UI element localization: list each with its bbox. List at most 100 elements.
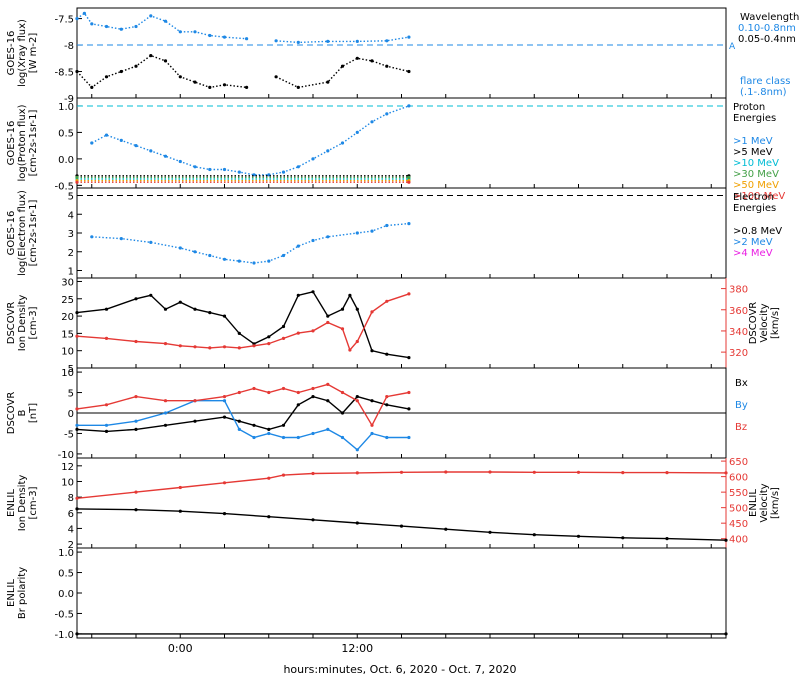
legend-entry: >4 MeV: [733, 248, 773, 259]
legend-entry: >5 MeV: [733, 147, 773, 158]
series-line-velocity: [76, 293, 410, 352]
y-label-line: Ion Density: [17, 475, 28, 532]
y-tick-label: -8.5: [54, 68, 74, 79]
legend-entry: >50 MeV: [733, 180, 779, 191]
y-tick-label: 25: [61, 295, 74, 306]
y-label-line: DSCOVR: [6, 392, 17, 435]
y-tick-label: -1.0: [54, 630, 74, 641]
y-axis-label: DSCOVR Ion Density [cm-3]: [6, 295, 39, 352]
y-tick-label: 3: [68, 229, 74, 240]
y-tick-label: 0.5: [58, 569, 74, 580]
panel-7: -1.0 -0.5 0.0 0.5 1.0 ENLIL Br polarity: [6, 547, 728, 641]
y-tick-label: 1.0: [58, 102, 74, 113]
y-tick-label: -5: [64, 429, 74, 440]
y2-axis-label: DSCOVR Velocity [km/s]: [748, 302, 781, 345]
legend-entry: Bx: [735, 378, 748, 389]
y-axis-label: GOES-16 log(Proton flux) [cm-2s-1sr-1]: [6, 104, 39, 181]
y2-tick-label: 650: [729, 457, 748, 468]
panel-frame: [76, 547, 727, 639]
legend-entry: >100 MeV: [733, 191, 785, 202]
y2-label-line: Velocity: [759, 483, 770, 522]
y-tick-label: 12: [61, 462, 74, 473]
legend-entry: 0.05-0.4nm: [738, 34, 796, 45]
y-tick-label: 2: [68, 248, 74, 259]
y2-label-line: [km/s]: [770, 487, 781, 519]
legend-entry: >2 MeV: [733, 237, 773, 248]
data-point--2-mev: [90, 235, 94, 239]
y-label-line: log(Proton flux): [17, 104, 28, 181]
y-tick-label: 0.0: [58, 155, 74, 166]
data-point-0-05-0-4nm: [407, 69, 411, 74]
y-tick-label: -9: [64, 94, 74, 105]
legend-entry: 0.10-0.8nm: [738, 23, 796, 34]
y-axis-label: DSCOVR B [nT]: [6, 392, 39, 435]
x-tick-label: 12:00: [341, 642, 373, 655]
y2-tick-label: 500: [729, 504, 748, 515]
series-line-0-05-0-4nm: [76, 54, 410, 89]
y2-tick-label: 340: [729, 327, 748, 338]
y-tick-label: -7.5: [54, 15, 74, 26]
y-label-line: GOES-16: [6, 121, 17, 166]
y-label-line: Br polarity: [17, 567, 28, 619]
y-tick-label: -10: [58, 450, 74, 461]
y-tick-label: 6: [68, 509, 74, 520]
series-line-velocity: [76, 471, 727, 499]
y-tick-label: 10: [61, 347, 74, 358]
data-point--1-mev: [407, 104, 411, 108]
y-axis-label: ENLIL Ion Density [cm-3]: [6, 475, 39, 532]
x-axis: hours:minutes, Oct. 6, 2020 - Oct. 7, 20…: [168, 642, 517, 676]
y2-tick-label: 360: [729, 306, 748, 317]
y-label-line: [W m-2]: [28, 33, 39, 74]
y-label-line: [cm-2s-1sr-1]: [28, 199, 39, 266]
y-label-line: GOES-16: [6, 211, 17, 256]
reference-line-label: A: [729, 42, 736, 52]
data-point-0-10-0-8nm: [222, 35, 227, 39]
y-tick-label: 8: [68, 493, 74, 504]
y-tick-label: 10: [61, 368, 74, 379]
y2-tick-label: 600: [729, 473, 748, 484]
y-tick-label: 1.0: [58, 548, 74, 559]
legend-title: Wavelength: [740, 12, 799, 23]
y-label-line: [nT]: [28, 403, 39, 423]
y-tick-label: 2: [68, 540, 74, 551]
panel-frame: [76, 7, 727, 99]
y2-tick-label: 450: [729, 519, 748, 530]
y-tick-label: 15: [61, 329, 74, 340]
data-point--2-mev: [385, 223, 389, 228]
legend-note: flare class: [740, 76, 790, 87]
panel-3: 1 2 3 4 5 GOES-16 log(Electron flux) [cm-2s-1sr…: [6, 187, 782, 279]
y-axis-label: GOES-16 log(Xray flux) [W m-2]: [6, 19, 39, 87]
y2-tick-label: 320: [729, 348, 748, 359]
data-point-density: [724, 538, 728, 542]
legend-entry: >1 MeV: [733, 136, 773, 147]
legend-note: (.1-.8nm): [740, 87, 787, 98]
data-point-0-10-0-8nm: [178, 30, 182, 34]
y-tick-label: 10: [61, 477, 74, 488]
panel-2: -0.5 0.0 0.5 1.0 GOES-16 log(Proton flux) [cm-…: [6, 97, 785, 202]
y-axis-label: GOES-16 log(Electron flux) [cm-2s-1sr-1]: [6, 190, 39, 276]
legend-entry: Bz: [735, 422, 747, 433]
series-line-by: [77, 400, 409, 451]
data-point--2-mev: [119, 237, 123, 241]
series-line-density: [76, 291, 410, 359]
y-tick-label: 0.5: [58, 128, 74, 139]
data-point--100-mev: [407, 180, 411, 184]
y-tick-label: -8: [64, 41, 74, 52]
series-line--2-mev: [91, 222, 409, 264]
y-label-line: ENLIL: [6, 489, 17, 517]
y-tick-label: 4: [68, 524, 74, 535]
legend-entry: By: [735, 400, 748, 411]
y-tick-label: 4: [68, 210, 74, 221]
x-tick-label: 0:00: [168, 642, 193, 655]
series-line-bz: [76, 383, 410, 427]
y-tick-label: 30: [61, 277, 74, 288]
y2-tick-label: 400: [729, 535, 748, 546]
series-line-density: [76, 508, 727, 541]
series-line-0-10-0-8nm: [76, 12, 410, 44]
x-axis-label: hours:minutes, Oct. 6, 2020 - Oct. 7, 20…: [283, 663, 516, 676]
y2-label-line: [km/s]: [770, 307, 781, 339]
series-line-bx: [76, 395, 410, 433]
data-point-0-10-0-8nm: [385, 39, 389, 43]
